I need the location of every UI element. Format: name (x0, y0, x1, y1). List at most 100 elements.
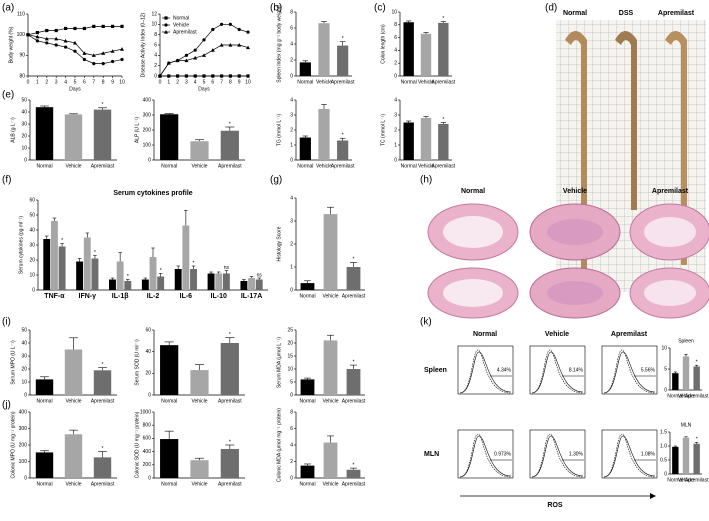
histology-label: Apremilast (652, 188, 689, 195)
marker (120, 24, 124, 28)
y-tick-label: 20 (287, 340, 293, 346)
x-tick-label: 5 (203, 79, 206, 85)
y-tick-label: 3 (394, 112, 397, 118)
y-tick-label: 2 (290, 127, 293, 133)
x-tick-label: Normal (36, 398, 52, 404)
marker (228, 74, 232, 78)
y-tick-label: 12 (151, 11, 157, 17)
y-tick-label: 25 (287, 327, 293, 333)
x-tick-label: 1 (167, 79, 170, 85)
y-axis-label: Colonic MPO (U mg⁻¹ protein) (10, 411, 16, 478)
marker (26, 32, 30, 37)
significance: ns (224, 265, 230, 271)
bar (109, 279, 116, 290)
y-axis-label: Colonic SOD (U mg⁻¹ protein) (134, 411, 140, 478)
y-tick-label: 30 (21, 121, 27, 127)
y-tick-label: 4 (290, 97, 293, 103)
panel-label: (f) (2, 175, 11, 186)
y-tick-label: 40 (21, 109, 27, 115)
y-axis-label: Serum cytokines (pg ml⁻¹) (18, 216, 24, 275)
y-tick-label: 0 (290, 287, 293, 293)
y-tick-label: 800 (143, 423, 152, 429)
x-tick-label: Vehicle (418, 163, 434, 169)
bar (323, 214, 338, 290)
x-tick-label: Vehicle (322, 398, 338, 404)
x-tick-label: Normal (161, 481, 177, 487)
x-tick-label: 9 (111, 79, 114, 85)
legend-label: Normal (173, 15, 189, 21)
flow-curve-sample (459, 351, 512, 394)
marker (219, 43, 224, 47)
panel-label: (e) (2, 90, 14, 101)
x-tick-label: Apremilast (218, 481, 242, 487)
bar (672, 446, 679, 474)
y-tick-label: 10 (287, 366, 293, 372)
y-axis-label: Colon length (cm) (380, 24, 386, 64)
y-tick-label: 50 (21, 97, 27, 103)
panel-label: (i) (2, 317, 11, 328)
bar (50, 221, 58, 290)
y-tick-label: 0 (24, 475, 27, 481)
bar (300, 379, 315, 395)
marker (110, 49, 115, 53)
flow-curve-control (459, 433, 512, 478)
significance: * (193, 260, 195, 266)
significance: * (229, 121, 231, 127)
flow-row-label: Spleen (424, 367, 447, 374)
marker (111, 24, 115, 28)
significance: * (353, 462, 355, 468)
y-tick-label: 6 (154, 42, 157, 48)
y-tick-label: 10 (21, 145, 27, 151)
marker (184, 58, 189, 63)
y-tick-label: 30 (21, 353, 27, 359)
bar (215, 273, 223, 290)
x-tick-label: 5 (74, 79, 77, 85)
y-tick-label: 4 (290, 195, 293, 201)
x-tick-label: IL-2 (147, 293, 160, 300)
marker (63, 38, 68, 43)
chart-title: Serum cytokines profile (113, 190, 192, 197)
flow-x-label: ROS (547, 502, 563, 509)
x-tick-label: Apremilast (218, 163, 242, 169)
bar (160, 439, 179, 478)
y-tick-label: 5 (664, 366, 667, 372)
y-axis-label: Serum SOD (U ml⁻¹) (134, 339, 140, 386)
chart-title: Spleen (678, 338, 694, 344)
bar (682, 356, 690, 390)
x-tick-label: Apremilast (331, 163, 355, 169)
bar (346, 469, 361, 478)
flow-percentage: 4.34% (497, 367, 512, 373)
significance: * (94, 250, 96, 256)
marker (44, 36, 49, 41)
histology-label: Normal (461, 188, 485, 195)
chart-title: MLN (681, 422, 692, 428)
bar (141, 279, 149, 290)
y-tick-label: 400 (143, 449, 152, 455)
marker (101, 62, 105, 66)
legend-label: Vehicle (173, 22, 189, 28)
y-tick-label: 0 (148, 157, 151, 163)
significance: * (442, 117, 444, 123)
y-tick-label: 5 (290, 379, 293, 385)
x-tick-label: Normal (161, 398, 177, 404)
y-tick-label: 0 (154, 73, 157, 79)
y-tick-label: 1.5 (660, 429, 667, 435)
x-tick-label: Normal (299, 398, 315, 404)
significance: * (342, 36, 344, 42)
x-tick-label: Vehicle (322, 293, 338, 299)
x-tick-label: Vehicle (678, 393, 694, 399)
y-tick-label: 200 (143, 462, 152, 468)
y-tick-label: 0 (664, 387, 667, 393)
marker (120, 57, 124, 62)
x-tick-label: Apremilast (342, 398, 366, 404)
y-tick-label: 6 (290, 25, 293, 31)
x-tick-label: 0 (159, 79, 162, 85)
y-tick-label: 40 (145, 349, 151, 355)
significance: * (353, 257, 355, 263)
bar (438, 124, 449, 160)
x-tick-label: 10 (119, 79, 125, 85)
x-tick-label: Apremilast (91, 481, 115, 487)
y-tick-label: 20 (21, 133, 27, 139)
x-tick-label: 1 (36, 79, 39, 85)
